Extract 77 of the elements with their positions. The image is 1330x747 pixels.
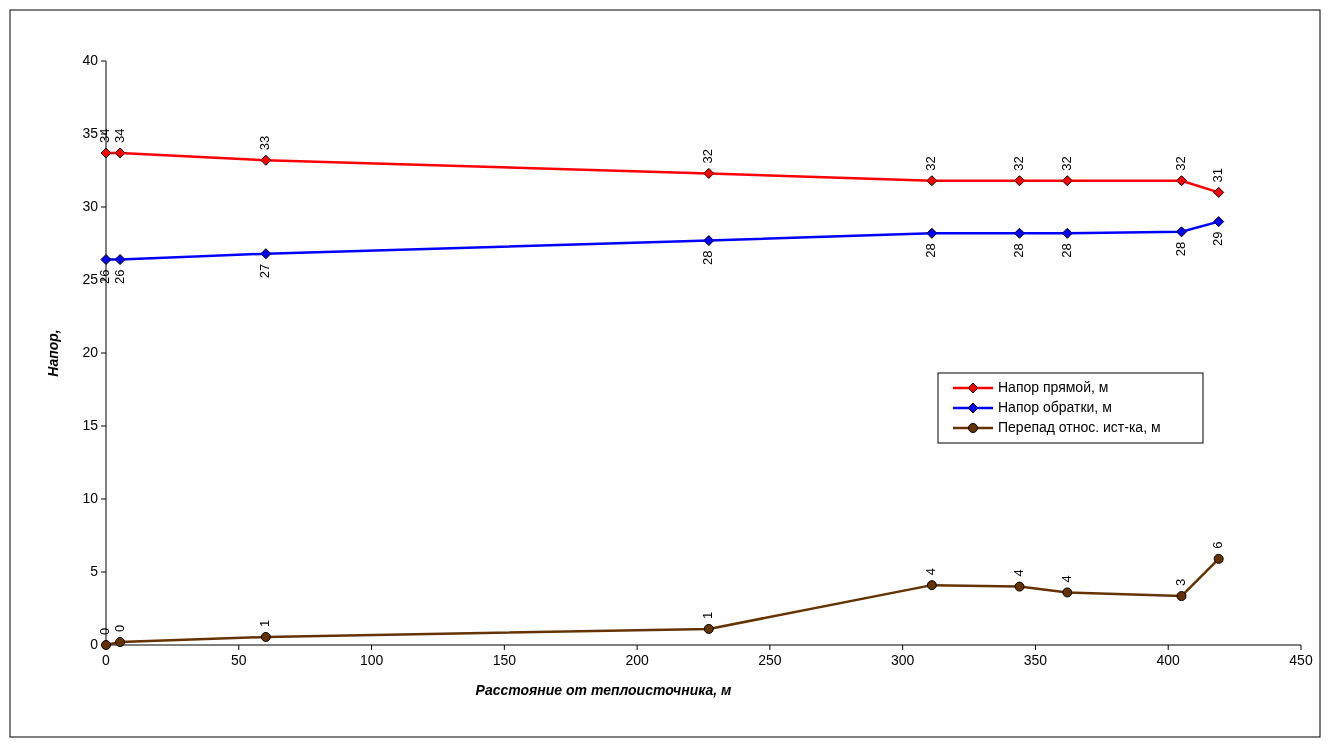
point <box>1061 175 1073 187</box>
point <box>1176 591 1187 602</box>
point <box>1062 587 1073 598</box>
data-label: 3 <box>1172 578 1188 587</box>
data-label: 26 <box>97 269 113 285</box>
point <box>115 637 126 648</box>
data-label: 0 <box>111 624 127 633</box>
point <box>1061 227 1073 239</box>
x-tick-label: 50 <box>230 652 247 668</box>
data-label: 34 <box>97 128 113 143</box>
point <box>114 147 126 159</box>
data-label: 28 <box>1010 243 1026 258</box>
legend-label: Перепад относ. ист-ка, м <box>998 418 1161 435</box>
data-label: 32 <box>1058 156 1074 171</box>
data-label: 4 <box>923 567 939 576</box>
point <box>1176 175 1187 187</box>
x-tick-label: 100 <box>359 652 384 668</box>
point <box>703 167 715 179</box>
point <box>1213 553 1224 564</box>
y-tick-label: 30 <box>82 197 99 214</box>
data-label: 28 <box>1172 241 1188 257</box>
data-label: 6 <box>1210 541 1226 549</box>
point <box>1176 226 1187 238</box>
y-tick-label: 25 <box>82 270 99 287</box>
x-tick-label: 250 <box>758 652 782 668</box>
point <box>260 248 272 260</box>
point <box>260 631 271 642</box>
data-label: 1 <box>257 619 273 627</box>
data-label: 33 <box>257 135 273 151</box>
point <box>1014 581 1025 592</box>
x-tick-label: 300 <box>890 652 915 668</box>
y-tick-label: 35 <box>82 124 99 141</box>
x-tick-label: 0 <box>102 652 111 668</box>
x-tick-label: 150 <box>492 652 517 668</box>
point <box>260 154 272 166</box>
point <box>703 235 715 247</box>
data-label: 34 <box>111 128 127 143</box>
data-label: 27 <box>257 263 273 279</box>
data-label: 32 <box>923 156 939 171</box>
point <box>1213 186 1225 198</box>
x-tick-label: 350 <box>1023 652 1048 668</box>
point <box>926 175 938 187</box>
data-label: 28 <box>1058 243 1074 258</box>
y-axis-title: Напор, <box>45 329 61 377</box>
y-tick-label: 0 <box>90 635 99 652</box>
x-axis-title: Расстояние от теплоисточника, м <box>475 682 733 698</box>
data-label: 29 <box>1210 231 1226 247</box>
y-tick-label: 20 <box>82 343 99 360</box>
data-label: 32 <box>700 148 716 164</box>
point <box>926 580 937 591</box>
point <box>926 227 938 239</box>
point <box>1014 227 1026 239</box>
point <box>114 254 126 266</box>
point <box>703 623 714 634</box>
data-label: 4 <box>1058 575 1074 583</box>
data-label: 28 <box>700 250 716 266</box>
point <box>100 254 112 266</box>
data-label: 26 <box>111 269 127 285</box>
x-tick-label: 450 <box>1289 652 1313 668</box>
y-tick-label: 10 <box>82 489 99 506</box>
x-tick-label: 400 <box>1156 652 1181 668</box>
legend-label: Напор прямой, м <box>998 378 1109 395</box>
data-label: 32 <box>1172 156 1188 171</box>
data-label: 1 <box>700 611 716 619</box>
x-tick-label: 200 <box>625 652 649 668</box>
y-tick-label: 15 <box>82 416 99 433</box>
y-tick-label: 5 <box>90 562 99 579</box>
data-label: 32 <box>1010 156 1026 171</box>
data-label: 0 <box>97 627 113 635</box>
point <box>1014 175 1026 187</box>
point <box>1213 216 1225 228</box>
legend-label: Напор обратки, м <box>998 398 1112 415</box>
y-tick-label: 40 <box>82 51 99 68</box>
data-label: 31 <box>1210 167 1226 183</box>
point <box>100 147 112 159</box>
data-label: 4 <box>1010 569 1026 577</box>
data-label: 28 <box>923 243 939 258</box>
